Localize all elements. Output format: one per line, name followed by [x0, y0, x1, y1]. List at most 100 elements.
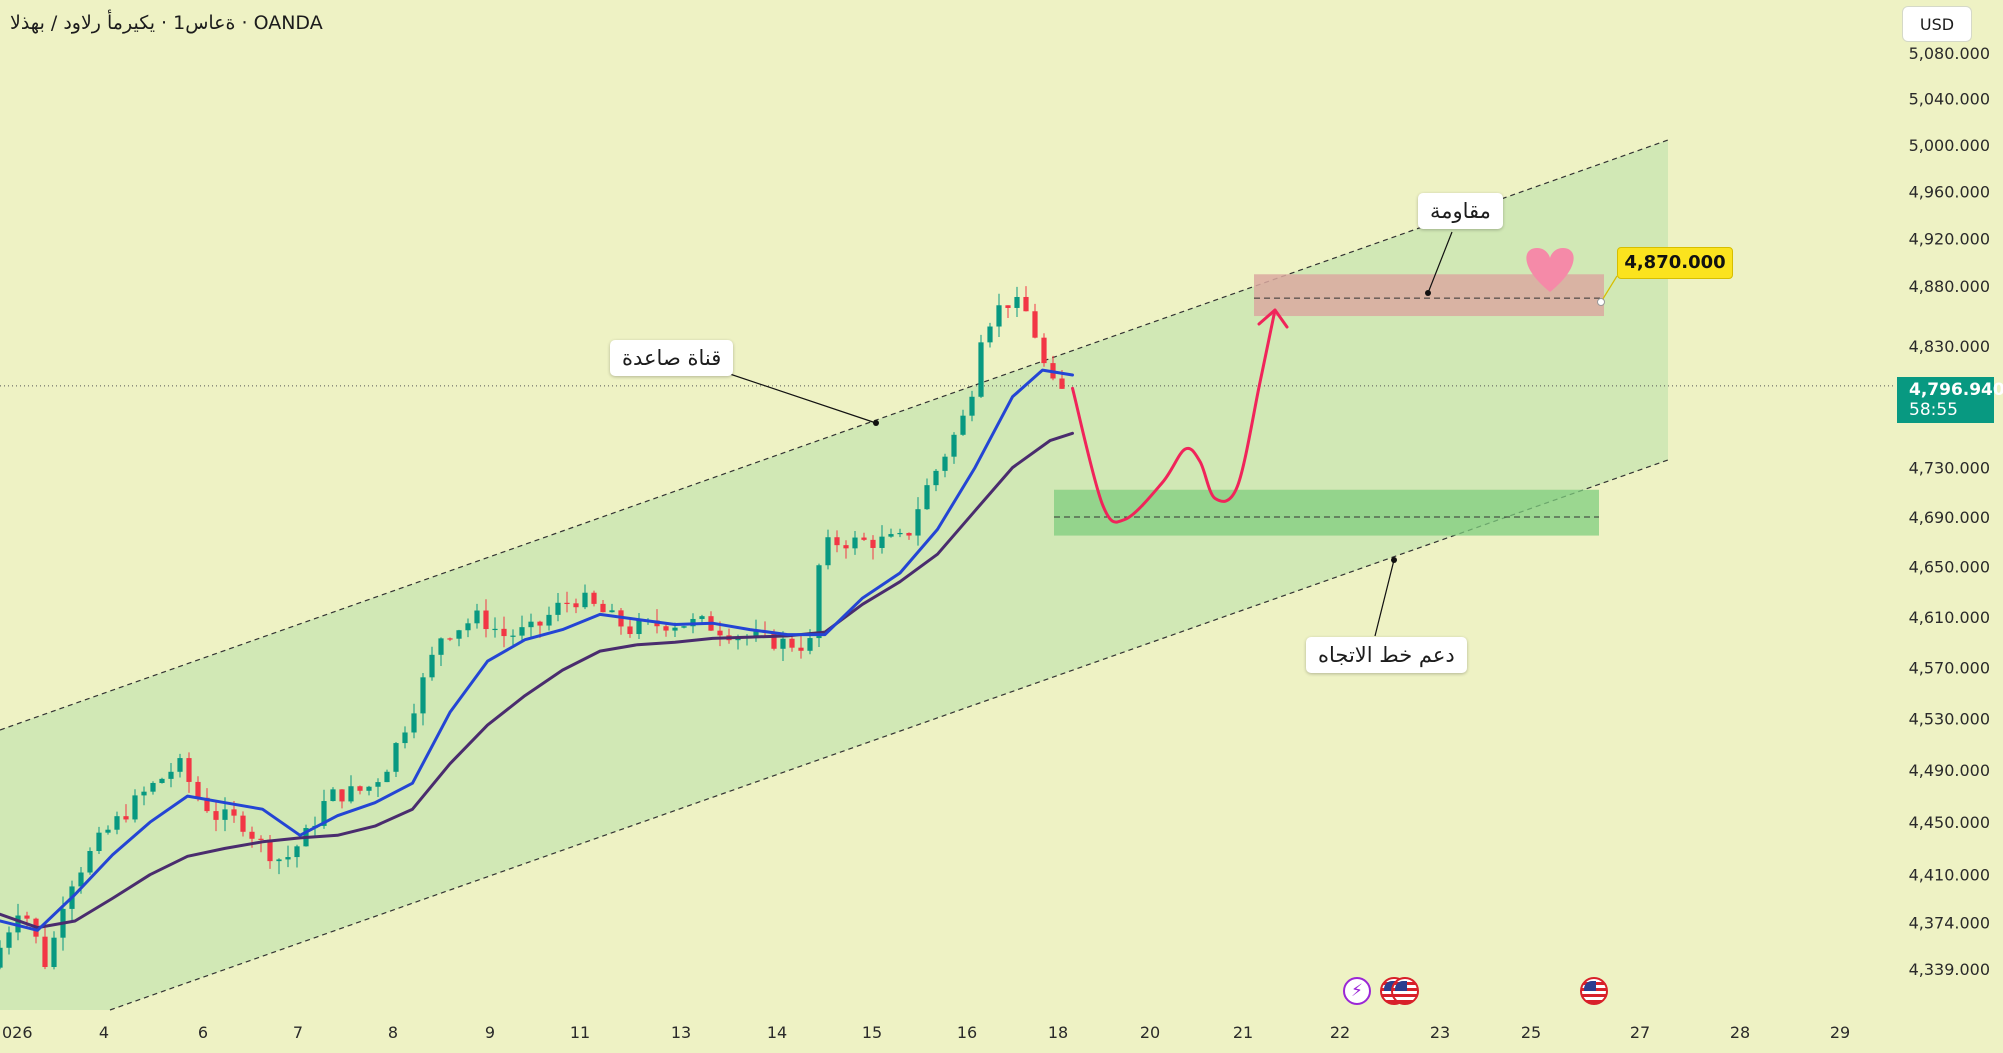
candle-body	[699, 616, 705, 619]
candle-body	[78, 872, 84, 887]
candle-body	[951, 434, 957, 457]
bar-countdown: 58:55	[1909, 400, 1958, 420]
candle-body	[537, 621, 543, 626]
symbol-title[interactable]: ةعاس1 · يكيرمأ رلاود / بهذلا · OANDA	[10, 12, 323, 34]
candle-body	[825, 537, 831, 566]
channel-upper-line	[0, 139, 1669, 731]
candle-body	[249, 831, 255, 839]
candle-body	[294, 846, 300, 858]
candle-body	[1032, 311, 1038, 338]
x-tick-label: 026	[2, 1023, 33, 1042]
candle-body	[474, 610, 480, 624]
candle-body	[564, 602, 570, 605]
candle-body	[861, 537, 867, 540]
candle-body	[393, 743, 399, 772]
x-tick-label: 28	[1730, 1023, 1750, 1042]
x-tick-label: 22	[1330, 1023, 1350, 1042]
candle-body	[672, 627, 678, 631]
candle-body	[465, 623, 471, 631]
candle-body	[843, 545, 849, 549]
candle-body	[204, 797, 210, 812]
candle-body	[555, 602, 561, 615]
candle-body	[159, 778, 165, 783]
y-tick-label: 4,410.000	[1909, 866, 1990, 885]
candle-body	[420, 677, 426, 714]
candle-body	[546, 614, 552, 626]
candle-body	[834, 537, 840, 546]
x-tick-label: 20	[1140, 1023, 1160, 1042]
candle-body	[942, 456, 948, 471]
support-connector	[1374, 559, 1395, 637]
y-tick-label: 5,040.000	[1909, 90, 1990, 109]
candle-body	[429, 654, 435, 678]
support-zone	[1054, 489, 1599, 536]
candle-body	[528, 621, 534, 628]
x-tick-label: 8	[388, 1023, 398, 1042]
x-tick-label: 25	[1521, 1023, 1541, 1042]
candle-body	[960, 415, 966, 435]
price-axis	[1895, 0, 2003, 1053]
candle-body	[114, 816, 120, 830]
candle-body	[231, 809, 237, 816]
x-tick-label: 11	[570, 1023, 590, 1042]
candle-body	[276, 859, 282, 862]
time-axis	[0, 1013, 1895, 1053]
target-connector	[1600, 275, 1618, 303]
candle-body	[600, 603, 606, 613]
y-tick-label: 4,920.000	[1909, 230, 1990, 249]
candle-body	[384, 771, 390, 783]
candle-body	[456, 630, 462, 639]
candle-body	[123, 816, 129, 820]
ma-fast-line	[0, 368, 1074, 932]
y-tick-label: 4,530.000	[1909, 710, 1990, 729]
y-tick-label: 4,960.000	[1909, 183, 1990, 202]
y-tick-label: 5,000.000	[1909, 136, 1990, 155]
candle-body	[969, 396, 975, 416]
us-flag-icon[interactable]	[1580, 977, 1608, 1005]
support-connector-dot	[1391, 557, 1397, 563]
candle-body	[1059, 378, 1065, 389]
candle-body	[591, 592, 597, 604]
candle-body	[501, 628, 507, 637]
candle-body	[852, 537, 858, 549]
channel-label[interactable]: قناة صاعدة	[610, 340, 734, 376]
candle-body	[1014, 296, 1020, 308]
candle-body	[627, 626, 633, 635]
us-flag-icon[interactable]	[1391, 977, 1419, 1005]
x-tick-label: 18	[1048, 1023, 1068, 1042]
candle-body	[132, 795, 138, 820]
candle-body	[519, 627, 525, 636]
candle-body	[213, 811, 219, 820]
y-tick-label: 4,570.000	[1909, 659, 1990, 678]
y-tick-label: 4,490.000	[1909, 761, 1990, 780]
lightning-icon[interactable]: ⚡	[1343, 977, 1371, 1005]
resistance-label[interactable]: مقاومة	[1418, 193, 1503, 229]
support-label[interactable]: دعم خط الاتجاه	[1306, 637, 1467, 673]
candle-body	[240, 815, 246, 832]
candle-body	[582, 592, 588, 608]
candle-body	[150, 782, 156, 792]
current-price-tag: 4,796.940 58:55	[1897, 377, 2003, 423]
candle-body	[1005, 305, 1011, 308]
currency-button[interactable]: USD	[1902, 6, 1972, 42]
candle-body	[870, 539, 876, 548]
candle-body	[663, 626, 669, 631]
target-price-label[interactable]: 4,870.000	[1617, 247, 1733, 279]
resistance-connector-dot	[1425, 290, 1431, 296]
candle-body	[411, 713, 417, 733]
candle-body	[978, 342, 984, 397]
heart-icon	[1526, 248, 1574, 292]
candle-body	[816, 565, 822, 639]
candle-body	[330, 789, 336, 802]
candle-body	[753, 631, 759, 638]
y-tick-label: 4,450.000	[1909, 813, 1990, 832]
candle-body	[24, 915, 30, 919]
candle-body	[510, 635, 516, 637]
candle-body	[1023, 296, 1029, 312]
candle-body	[177, 758, 183, 772]
candle-body	[879, 536, 885, 548]
x-tick-label: 15	[862, 1023, 882, 1042]
